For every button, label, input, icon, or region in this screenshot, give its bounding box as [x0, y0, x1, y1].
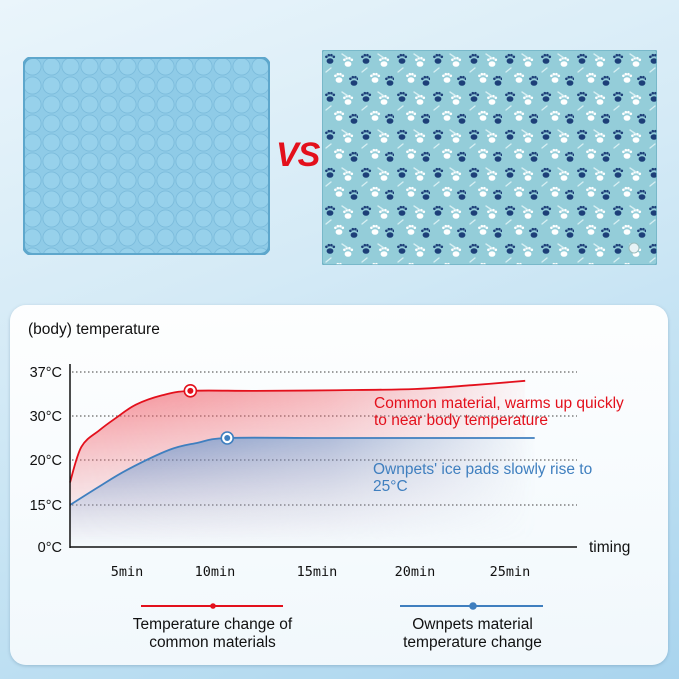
legend-blue-swatch — [400, 602, 543, 610]
ownpets-series-line — [69, 436, 535, 506]
x-tick-label: 20min — [395, 564, 436, 580]
legend-item-ownpets: Ownpets material temperature change — [370, 616, 575, 652]
legend-label: temperature change — [403, 634, 542, 651]
y-tick-label: 30°C — [30, 409, 62, 425]
red-annotation-line2: to near body temperature — [374, 412, 548, 429]
common-marker — [183, 384, 198, 398]
x-tick-label: 25min — [490, 564, 531, 580]
x-axis-label: timing — [589, 539, 630, 556]
legend-label: Ownpets material — [412, 616, 533, 633]
blue-annotation-line1: Ownpets' ice pads slowly rise to — [373, 461, 592, 478]
common-mat-image — [23, 57, 270, 255]
x-tick-label: 5min — [111, 564, 144, 580]
common-series-line — [69, 379, 526, 483]
x-tick-label: 10min — [195, 564, 236, 580]
legend-item-common: Temperature change of common materials — [105, 616, 320, 652]
ownpets-area-fill — [70, 437, 535, 547]
y-tick-label: 37°C — [30, 365, 62, 381]
legend-label: common materials — [149, 634, 276, 651]
ownpets-marker — [220, 431, 235, 445]
x-tick-label: 15min — [297, 564, 338, 580]
y-tick-label: 0°C — [38, 540, 62, 556]
y-tick-label: 15°C — [30, 498, 62, 514]
legend-red-swatch — [141, 603, 283, 609]
ownpets-mat-image — [322, 50, 657, 265]
legend-label: Temperature change of — [132, 616, 293, 633]
y-tick-label: 20°C — [30, 453, 62, 469]
vs-label: VS — [276, 136, 320, 174]
y-axis-label: (body) temperature — [28, 321, 160, 338]
blue-annotation-line2: 25°C — [373, 478, 408, 495]
red-annotation-line1: Common material, warms up quickly — [374, 395, 624, 412]
